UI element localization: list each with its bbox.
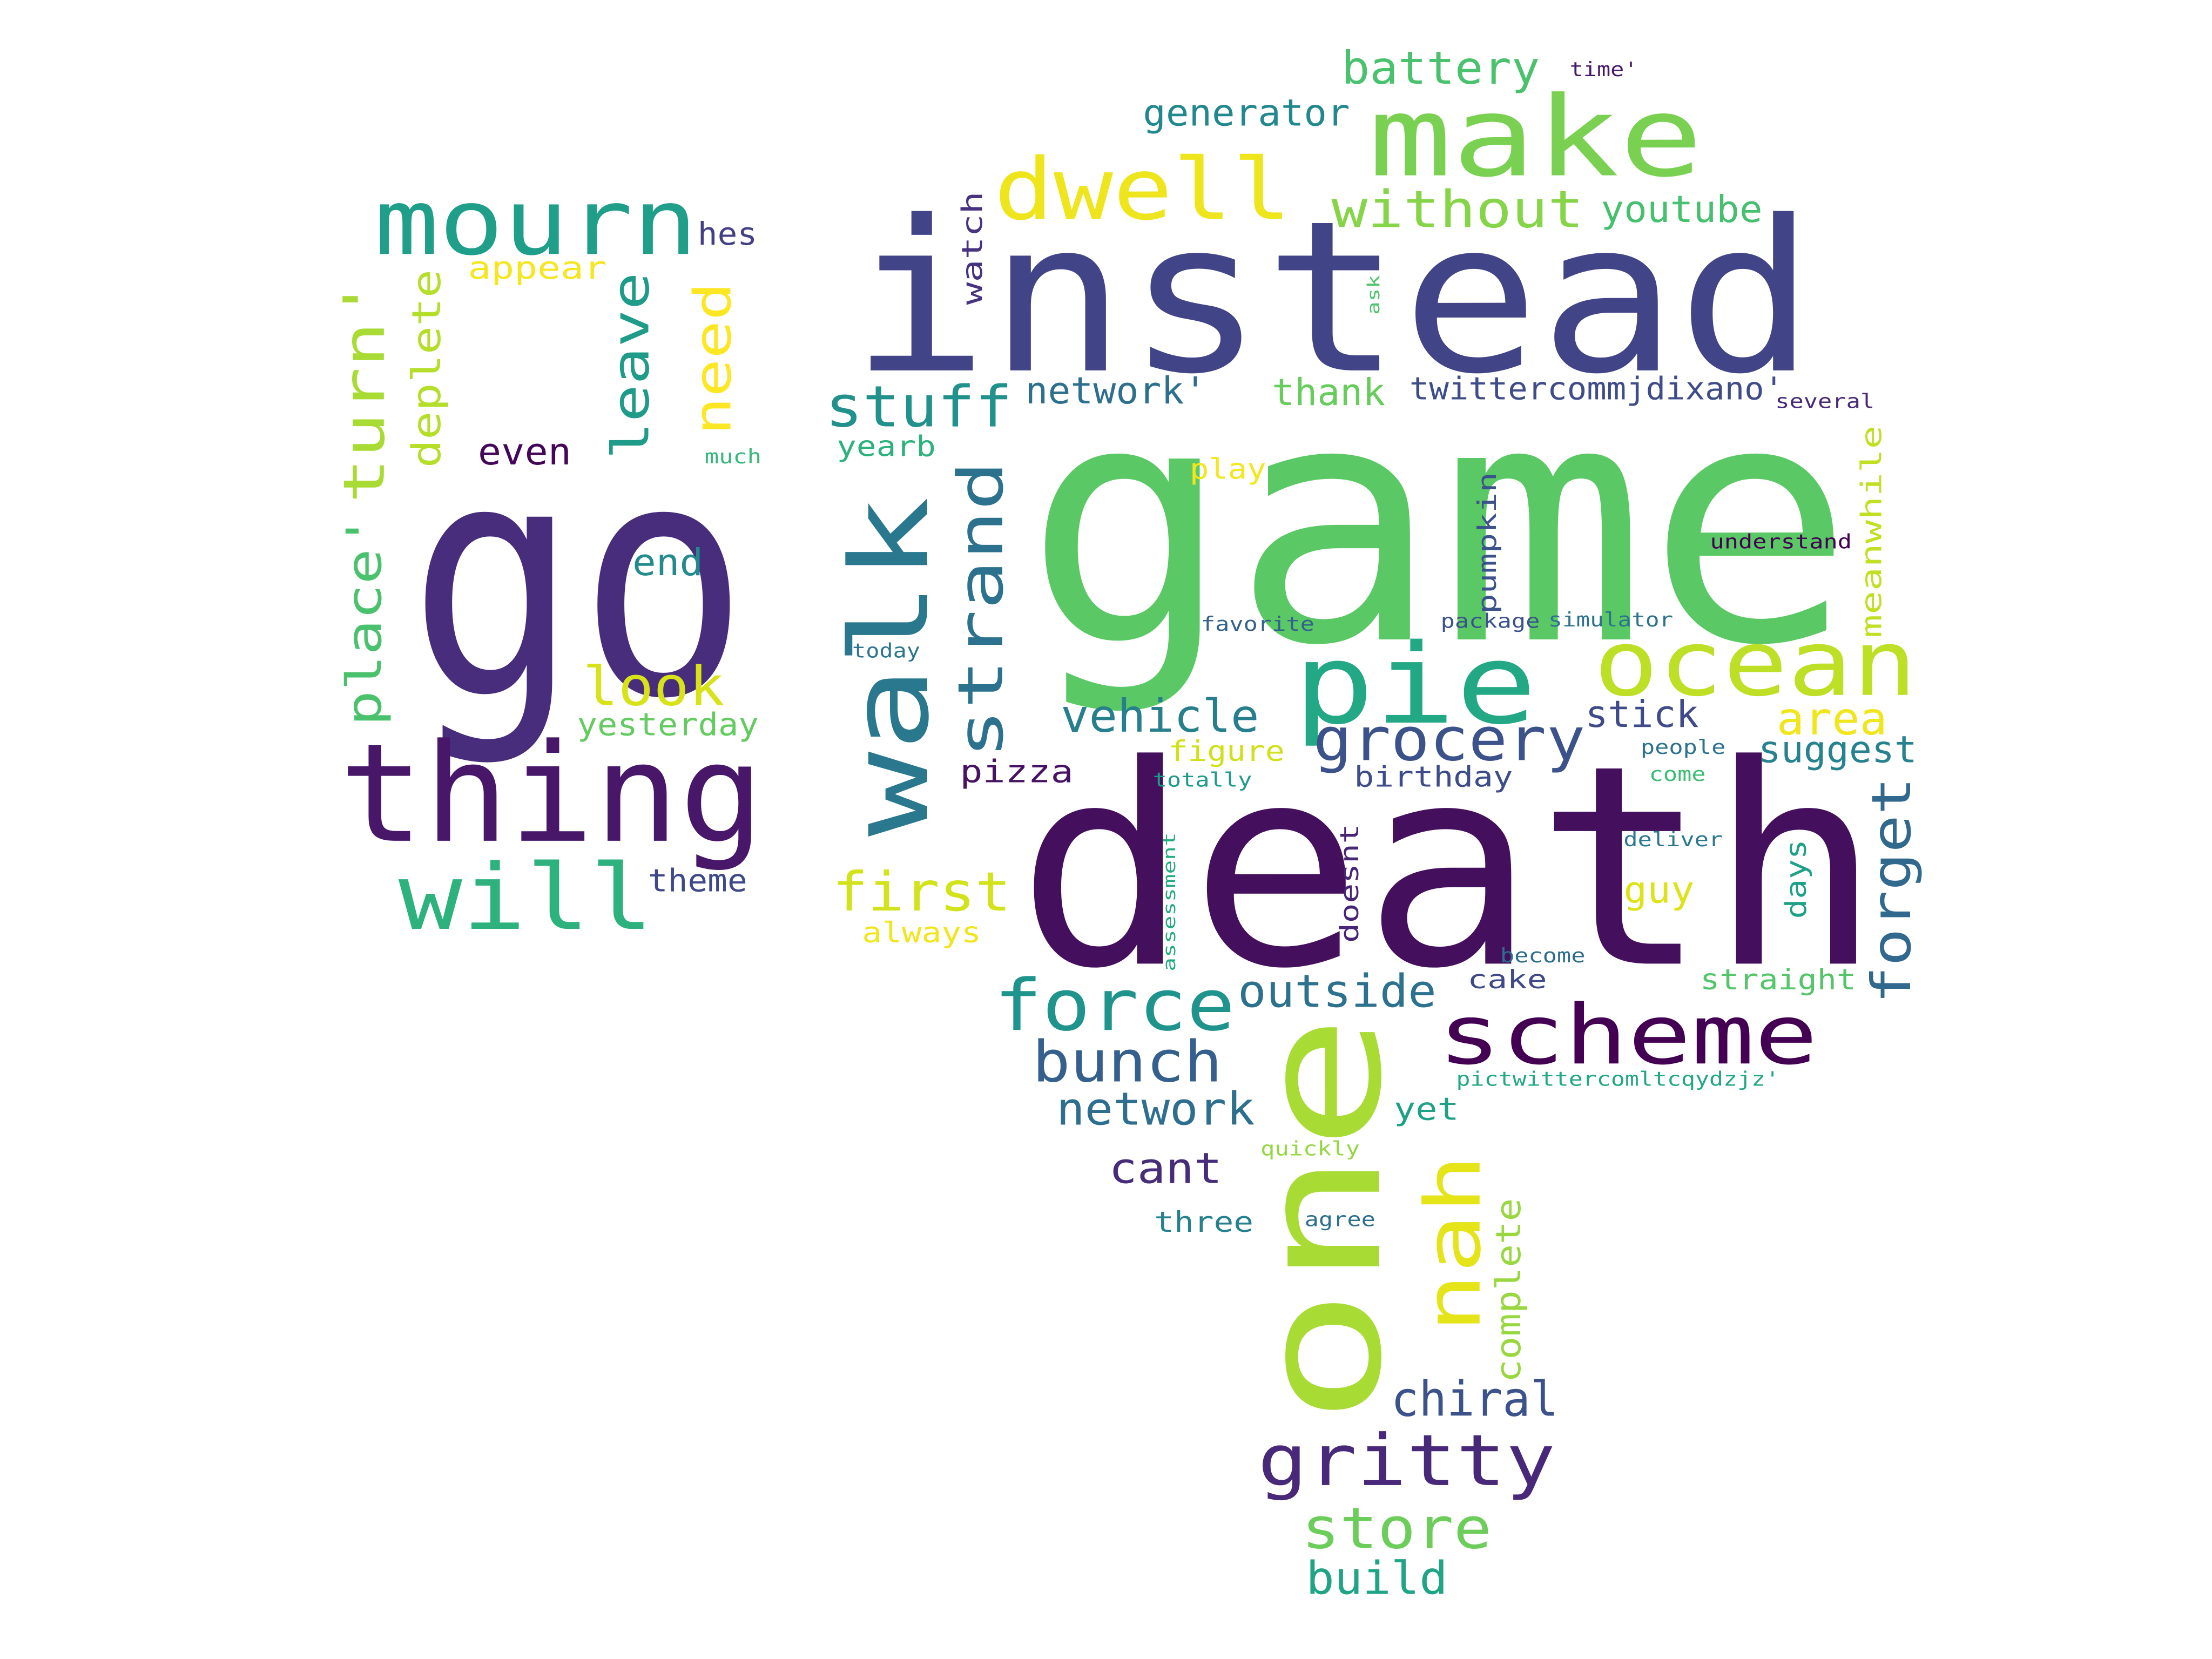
word-doesnt: doesnt	[1335, 824, 1365, 943]
word-gritty: gritty	[1258, 1419, 1555, 1502]
word-instead: instead	[851, 176, 1815, 420]
word-meanwhile: meanwhile	[1855, 426, 1888, 638]
word-yet: yet	[1394, 1090, 1459, 1127]
word-bunch: bunch	[1032, 1029, 1222, 1095]
word-pie: pie	[1293, 621, 1537, 749]
word-grocery: grocery	[1313, 706, 1585, 775]
word-understand: understand	[1710, 530, 1852, 553]
word-walk: walk	[828, 496, 953, 837]
word-store: store	[1301, 1495, 1492, 1561]
word-simulator: simulator	[1548, 608, 1673, 631]
word-yesterday: yesterday	[577, 706, 759, 743]
word-mourn: mourn	[374, 170, 698, 275]
word-straight: straight	[1700, 963, 1856, 996]
word-assessment: assessment	[1160, 832, 1179, 971]
word-nah: nah	[1409, 1154, 1498, 1333]
word-much: much	[705, 445, 761, 468]
word-deplete: deplete	[404, 269, 450, 468]
word-come: come	[1649, 763, 1706, 786]
word-suggest: suggest	[1758, 729, 1917, 771]
word-network-quote: network'	[1025, 370, 1206, 413]
word-ocean: ocean	[1594, 611, 1917, 717]
word-area: area	[1777, 692, 1887, 745]
word-game: game	[1024, 332, 1854, 718]
word-hes: hes	[698, 215, 757, 252]
word-twittercommjdixano: twittercommjdixano'	[1410, 370, 1784, 407]
word-outside: outside	[1238, 965, 1437, 1017]
word-agree: agree	[1305, 1208, 1375, 1231]
word-look: look	[583, 655, 725, 718]
word-today: today	[852, 639, 920, 663]
word-strand: strand	[945, 461, 1017, 758]
word-always: always	[862, 916, 981, 949]
word-forget: forget	[1860, 777, 1923, 1004]
word-complete: complete	[1489, 1198, 1528, 1382]
word-become: become	[1500, 944, 1586, 967]
word-birthday: birthday	[1354, 760, 1513, 793]
word-turn: turn'	[332, 276, 397, 503]
word-scheme: scheme	[1438, 987, 1818, 1083]
word-without: without	[1331, 180, 1583, 240]
word-even: even	[478, 431, 571, 474]
word-death: death	[1017, 706, 1882, 1029]
word-people: people	[1641, 736, 1726, 759]
word-will: will	[399, 845, 654, 950]
word-force: force	[994, 964, 1235, 1047]
word-battery: battery	[1341, 42, 1540, 95]
word-theme: theme	[648, 862, 747, 899]
word-place: place'	[336, 513, 393, 726]
word-totally: totally	[1153, 768, 1252, 792]
word-days: days	[1780, 839, 1813, 919]
word-package: package	[1441, 610, 1540, 633]
word-go: go	[408, 393, 748, 770]
word-ask: ask	[1364, 275, 1384, 315]
word-end: end	[632, 542, 703, 584]
word-dwell: dwell	[994, 140, 1292, 239]
word-vehicle: vehicle	[1061, 690, 1259, 743]
word-favorite: favorite	[1201, 612, 1314, 636]
word-pictwittercomltcqydzjz: pictwittercomltcqydzjz'	[1456, 1068, 1780, 1091]
word-three: three	[1154, 1206, 1253, 1239]
word-one: one	[1224, 1014, 1419, 1425]
word-thank: thank	[1272, 372, 1385, 414]
word-thing: thing	[339, 715, 765, 873]
word-guy: guy	[1623, 869, 1694, 912]
word-leave: leave	[601, 272, 660, 460]
word-build: build	[1306, 1552, 1448, 1604]
word-appear: appear	[468, 249, 606, 286]
word-make: make	[1368, 73, 1703, 202]
word-figure: figure	[1169, 735, 1285, 768]
word-time: time'	[1570, 58, 1638, 81]
word-stuff: stuff	[825, 374, 1013, 440]
word-play: play	[1190, 453, 1266, 486]
word-chiral: chiral	[1391, 1372, 1559, 1428]
word-watch: watch	[956, 191, 989, 305]
word-first: first	[832, 860, 1011, 923]
word-several: several	[1775, 390, 1874, 413]
word-cant: cant	[1109, 1144, 1222, 1193]
word-youtube: youtube	[1601, 188, 1762, 231]
word-stick: stick	[1585, 693, 1698, 736]
word-deliver: deliver	[1623, 828, 1723, 851]
word-cake: cake	[1468, 965, 1547, 995]
word-generator: generator	[1143, 92, 1350, 135]
word-network: network	[1056, 1082, 1255, 1135]
word-pumpkin: pumpkin	[1473, 472, 1502, 614]
word-pizza: pizza	[960, 753, 1074, 790]
word-need: need	[684, 282, 743, 436]
word-yearb: yearb	[837, 430, 936, 463]
word-quickly: quickly	[1260, 1137, 1360, 1160]
